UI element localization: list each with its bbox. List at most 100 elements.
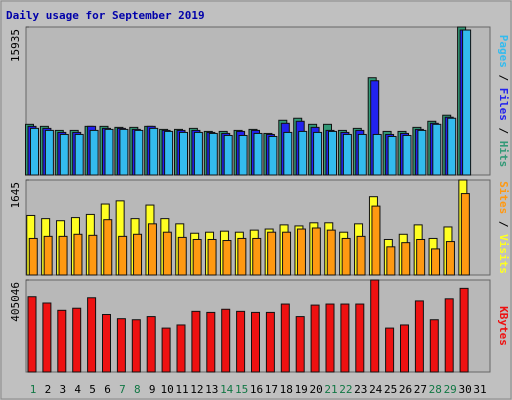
- legend-entry: Hits: [497, 141, 510, 168]
- bar: [147, 223, 157, 276]
- bar: [131, 319, 141, 373]
- x-tick-label: 27: [414, 383, 427, 396]
- bar: [146, 316, 156, 373]
- bar: [385, 327, 395, 373]
- bar: [104, 128, 114, 176]
- bar: [179, 131, 188, 176]
- y-max-label: 405046: [9, 282, 22, 322]
- legend-separator: /: [497, 121, 510, 141]
- bar: [237, 237, 247, 276]
- x-tick-label: 21: [324, 383, 337, 396]
- bar: [116, 318, 126, 373]
- bar: [402, 134, 412, 176]
- bar: [416, 238, 426, 276]
- bar: [325, 303, 335, 373]
- bar: [414, 300, 424, 373]
- legend-separator: /: [497, 68, 510, 88]
- bar: [298, 130, 308, 176]
- x-tick-label: 7: [119, 383, 126, 396]
- legend: Sites / Visits: [497, 181, 510, 274]
- bar: [444, 298, 454, 373]
- x-tick-label: 12: [190, 383, 203, 396]
- x-tick-label: 18: [280, 383, 293, 396]
- bar: [149, 127, 159, 176]
- bar: [223, 134, 233, 176]
- x-tick-label: 1: [30, 383, 37, 396]
- bar: [387, 135, 397, 176]
- x-tick-label: 11: [175, 383, 188, 396]
- x-tick-label: 15: [235, 383, 248, 396]
- bar: [371, 205, 381, 276]
- bar: [296, 228, 306, 276]
- bar: [192, 238, 202, 276]
- bar: [207, 238, 217, 276]
- y-max-label: 15935: [9, 29, 22, 62]
- x-tick-label: 29: [444, 383, 457, 396]
- bar: [265, 311, 275, 373]
- bar: [462, 29, 472, 176]
- x-tick-label: 26: [399, 383, 412, 396]
- bar: [206, 311, 216, 373]
- x-tick-label: 30: [458, 383, 471, 396]
- bar: [357, 133, 367, 176]
- bar: [251, 311, 260, 373]
- bar: [57, 309, 67, 373]
- bar: [267, 231, 277, 276]
- bar: [460, 193, 470, 276]
- bar: [252, 237, 262, 276]
- bar: [340, 303, 350, 373]
- legend-entry: KBytes: [497, 306, 510, 346]
- bar: [280, 303, 290, 373]
- bar: [103, 219, 113, 276]
- bar: [58, 235, 68, 276]
- bar: [238, 134, 248, 176]
- x-tick-label: 14: [220, 383, 234, 396]
- legend: Pages / Files / Hits: [497, 35, 510, 168]
- x-tick-label: 23: [354, 383, 367, 396]
- x-tick-label: 4: [74, 383, 81, 396]
- bar: [310, 304, 320, 373]
- bar: [74, 133, 84, 176]
- legend-separator: /: [497, 214, 510, 234]
- bar: [445, 241, 455, 276]
- bar: [134, 129, 144, 176]
- bar: [208, 132, 218, 176]
- bar: [59, 133, 69, 176]
- bar: [459, 287, 469, 373]
- bar: [27, 296, 37, 373]
- chart-title: Daily usage for September 2019: [6, 9, 205, 22]
- bar: [102, 313, 111, 373]
- bar: [133, 233, 143, 276]
- bar: [42, 302, 52, 373]
- bar: [432, 123, 442, 176]
- bar: [43, 235, 53, 276]
- bar: [282, 231, 292, 276]
- bar: [119, 128, 129, 176]
- bar: [193, 131, 203, 176]
- bar: [30, 127, 39, 176]
- bar: [118, 235, 128, 276]
- bar: [326, 229, 336, 276]
- legend-entry: Pages: [497, 35, 510, 68]
- bar: [176, 324, 186, 373]
- bar: [88, 234, 98, 276]
- x-tick-label: 31: [473, 383, 486, 396]
- bar: [164, 130, 174, 176]
- bar: [417, 129, 427, 176]
- x-tick-label: 8: [134, 383, 141, 396]
- x-tick-label: 13: [205, 383, 218, 396]
- x-tick-label: 28: [429, 383, 442, 396]
- x-tick-label: 2: [45, 383, 52, 396]
- bar: [162, 231, 172, 276]
- bar: [429, 319, 439, 373]
- bar: [431, 248, 441, 276]
- x-tick-label: 3: [59, 383, 66, 396]
- x-tick-label: 17: [265, 383, 278, 396]
- legend-entry: Visits: [497, 234, 510, 274]
- bar: [295, 316, 305, 373]
- bar: [73, 233, 83, 276]
- bar: [386, 246, 396, 276]
- bar: [191, 310, 201, 373]
